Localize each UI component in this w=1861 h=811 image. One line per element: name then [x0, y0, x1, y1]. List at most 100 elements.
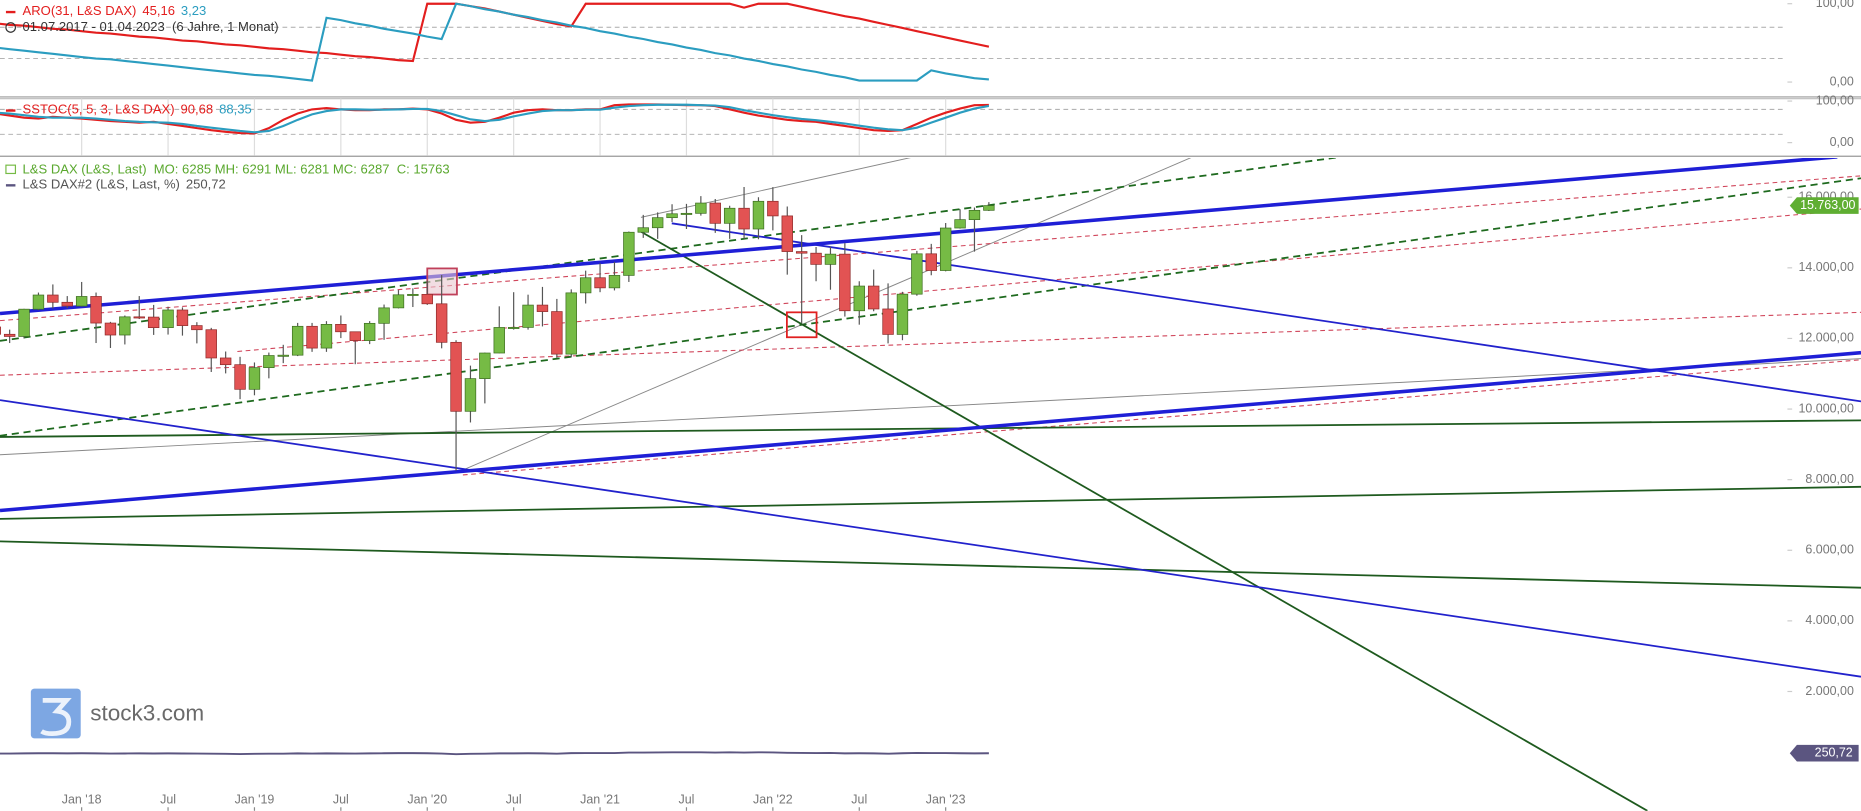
x-tick-label: Jul — [506, 792, 522, 806]
x-tick-label: Jul — [851, 792, 867, 806]
candle-body — [767, 200, 779, 217]
legends: ARO(31, L&S DAX) 45,16 3,23 01.07.2017 - 0… — [5, 4, 450, 192]
trend-line — [462, 359, 1861, 476]
candle-body — [435, 303, 448, 343]
candle-body — [306, 325, 318, 349]
indicator-line — [0, 103, 990, 134]
legend-row: SSTOC(5, 5, 3, L&S DAX) 90,68 88,35 — [23, 102, 252, 117]
legend-value: 250,72 — [186, 177, 226, 192]
y-tick-label: 12.000,00 — [1798, 331, 1853, 345]
candle-body — [666, 213, 678, 219]
candle-body — [608, 275, 621, 289]
candle-body — [450, 341, 462, 412]
legend-row: L&S DAX#2 (L&S, Last, %) 250,72 — [23, 177, 226, 192]
y-tick-label: 4.000,00 — [1805, 613, 1854, 627]
trend-line — [0, 350, 1861, 513]
candle-body — [824, 253, 837, 265]
legend-icon — [5, 164, 17, 175]
candle-body — [911, 253, 923, 295]
trend-line — [640, 230, 1648, 811]
y-tick-label: 100,00 — [1816, 0, 1854, 10]
price-panel: stock3.com — [0, 158, 1861, 811]
candle-body — [407, 293, 419, 296]
candle-body — [637, 227, 649, 233]
trend-line — [671, 222, 1861, 403]
overlay-line — [0, 751, 989, 756]
trend-line — [0, 485, 1861, 520]
x-tick-label: Jul — [333, 792, 349, 806]
aro-panel — [0, 2, 1787, 82]
candle-body — [493, 327, 505, 354]
candle-body — [723, 207, 736, 224]
date-range: 01.07.2017 - 01.04.2023 (6 Jahre, 1 Mona… — [23, 19, 279, 34]
y-tick-label: 0,00 — [1830, 135, 1854, 149]
trend-line — [0, 399, 1861, 678]
y-tick-label: 6.000,00 — [1805, 543, 1854, 557]
candle-body — [378, 307, 390, 324]
candle-body — [421, 293, 433, 305]
trend-line — [0, 540, 1861, 589]
candle-body — [695, 202, 707, 214]
candle-body — [363, 322, 376, 341]
candle-body — [219, 357, 232, 366]
trend-line — [0, 177, 1861, 437]
candle-body — [320, 324, 333, 349]
legend-value: 45,16 — [142, 4, 175, 19]
clock-icon — [5, 22, 17, 33]
candle-body — [709, 202, 721, 224]
candle-body — [983, 205, 995, 211]
candle-body — [579, 277, 592, 294]
x-tick-label: Jul — [160, 792, 176, 806]
legend-title: L&S DAX#2 (L&S, Last, %) — [23, 177, 180, 192]
candle-body — [522, 304, 534, 328]
legend-row: ARO(31, L&S DAX) 45,16 3,23 — [23, 4, 207, 19]
candle-body — [32, 294, 45, 310]
candle-body — [738, 207, 750, 230]
candle-body — [162, 309, 174, 328]
y-tick-label: 8.000,00 — [1805, 472, 1854, 486]
y-tick-label: 2.000,00 — [1805, 684, 1854, 698]
candle-body — [651, 217, 664, 229]
x-tick-label: Jan '18 — [62, 792, 102, 806]
candle-body — [119, 316, 131, 336]
candle-body — [0, 326, 1, 335]
candle-body — [623, 231, 635, 276]
x-tick-label: Jan '19 — [235, 792, 275, 806]
price-tag-label: 15.763,00 — [1800, 198, 1855, 212]
y-tick-label: 0,00 — [1830, 74, 1854, 88]
x-tick-label: Jan '21 — [580, 792, 620, 806]
logo-glyph — [40, 698, 72, 737]
x-tick-label: Jan '22 — [753, 792, 793, 806]
candle-body — [781, 215, 793, 252]
trend-line — [0, 158, 1838, 316]
sstoc-panel — [0, 98, 1787, 156]
candle-body — [291, 325, 304, 356]
logo — [30, 688, 81, 739]
candle-body — [90, 296, 102, 324]
candle-body — [248, 367, 261, 390]
trend-line — [0, 175, 1861, 322]
candle-body — [594, 277, 606, 289]
price-tag — [1789, 744, 1859, 762]
candle-body — [551, 311, 563, 355]
candle-body — [75, 296, 88, 307]
candle-body — [882, 308, 894, 335]
legend-value: 90,68 — [181, 102, 214, 117]
trend-line — [0, 311, 1861, 376]
candle-body — [61, 301, 73, 307]
candle-body — [176, 309, 189, 326]
candle-body — [565, 292, 577, 355]
candle-body — [147, 316, 160, 328]
candle-body — [968, 209, 981, 221]
candle-body — [939, 227, 952, 271]
candle-body — [954, 219, 966, 229]
candle-body — [839, 253, 851, 312]
trend-line — [0, 419, 1861, 438]
x-tick-label: Jul — [679, 792, 695, 806]
candle-body — [263, 355, 275, 368]
legend-title: SSTOC(5, 5, 3, L&S DAX) — [23, 102, 175, 117]
legend-value: 88,35 — [219, 102, 252, 117]
candle-body — [853, 285, 865, 312]
